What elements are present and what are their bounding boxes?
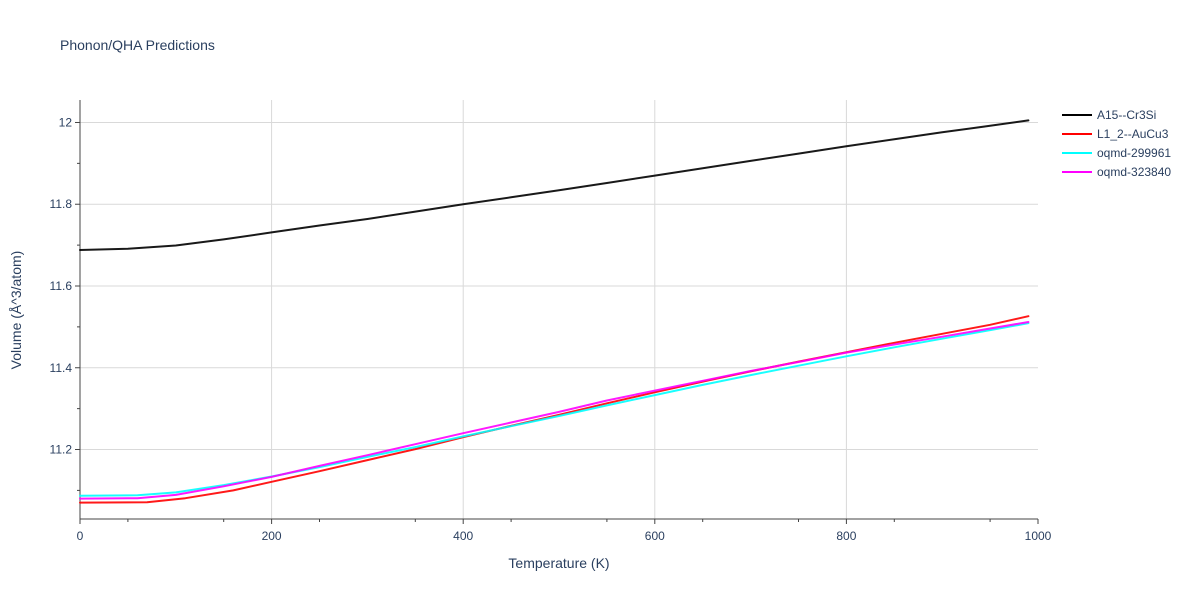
- y-tick-label: 11.6: [50, 279, 73, 293]
- grid: [80, 100, 1038, 519]
- x-tick-label: 1000: [1025, 529, 1052, 543]
- legend[interactable]: A15--Cr3Si L1_2--AuCu3 oqmd-299961 oqmd-323…: [1062, 108, 1171, 179]
- legend-item[interactable]: oqmd-323840: [1062, 165, 1171, 179]
- y-tick-label: 12: [59, 115, 73, 129]
- y-tick-label: 11.8: [50, 197, 73, 211]
- series-line-a15-cr3si[interactable]: [79, 119, 1030, 251]
- y-axis-title: Volume (Å^3/atom): [8, 251, 24, 370]
- legend-label: oqmd-299961: [1097, 146, 1171, 160]
- legend-item[interactable]: A15--Cr3Si: [1062, 108, 1156, 122]
- x-tick-label: 0: [77, 529, 84, 543]
- y-tick-label: 11.2: [50, 443, 73, 457]
- x-axis-title: Temperature (K): [508, 555, 609, 571]
- legend-item[interactable]: L1_2--AuCu3: [1062, 127, 1169, 141]
- series-line-l1-2-aucu3[interactable]: [79, 315, 1030, 504]
- chart-title: Phonon/QHA Predictions: [60, 37, 215, 53]
- legend-item[interactable]: oqmd-299961: [1062, 146, 1171, 160]
- x-tick-label: 400: [453, 529, 473, 543]
- series-line-oqmd-299961[interactable]: [79, 322, 1030, 497]
- series-line-oqmd-323840[interactable]: [79, 321, 1030, 500]
- y-tick-label: 11.4: [50, 361, 73, 375]
- axes: 0 200 400 600 800 1000 11.2 11.4 11.6 11.8 12: [50, 100, 1052, 543]
- legend-label: A15--Cr3Si: [1097, 108, 1156, 122]
- x-tick-label: 800: [836, 529, 856, 543]
- x-tick-label: 200: [262, 529, 282, 543]
- plot-area: [79, 119, 1030, 504]
- x-tick-label: 600: [645, 529, 665, 543]
- legend-label: L1_2--AuCu3: [1097, 127, 1169, 141]
- legend-label: oqmd-323840: [1097, 165, 1171, 179]
